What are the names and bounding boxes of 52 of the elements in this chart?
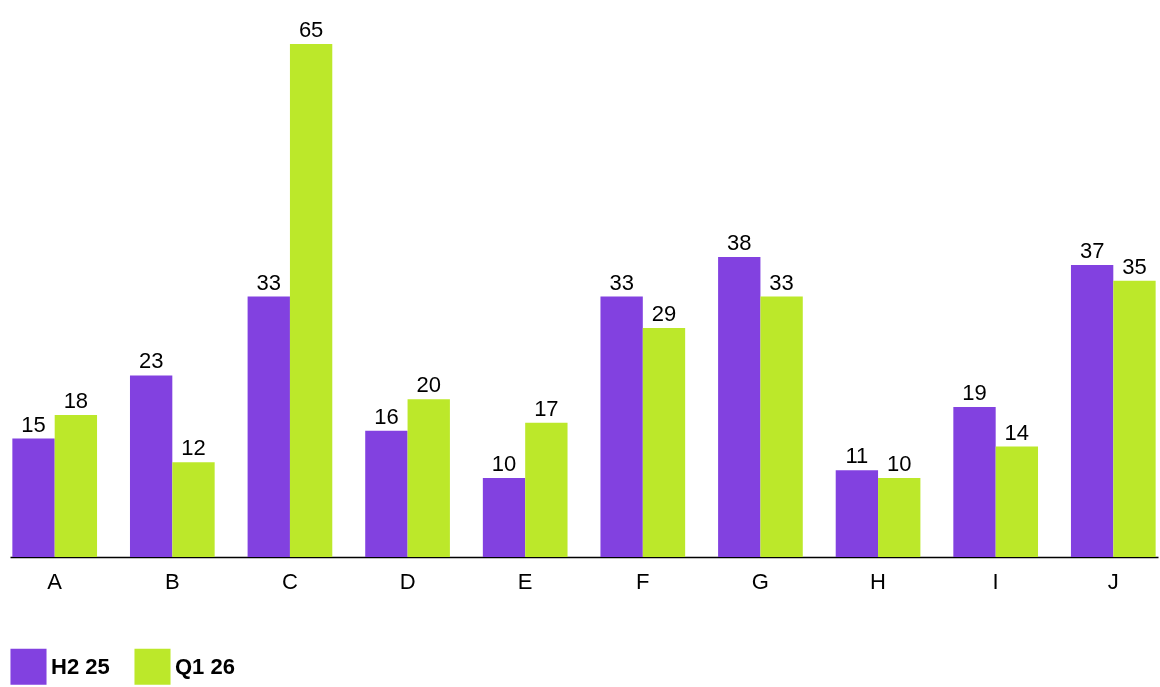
x-tick-label: A — [47, 568, 63, 594]
data-label: 29 — [651, 301, 677, 327]
data-label: 18 — [63, 387, 89, 413]
bar — [12, 438, 55, 557]
data-label: 33 — [769, 269, 794, 295]
x-tick-label: C — [282, 568, 298, 594]
bar — [525, 422, 568, 557]
data-label: 33 — [256, 269, 282, 295]
data-label: 23 — [138, 348, 164, 374]
data-label: 15 — [21, 411, 46, 437]
bar — [953, 407, 996, 557]
data-label: 19 — [962, 380, 987, 406]
bar — [365, 430, 408, 557]
legend-label: Q1 26 — [175, 653, 235, 679]
x-tick-label: G — [751, 568, 769, 594]
bar — [289, 44, 333, 557]
bar — [642, 328, 686, 557]
bar — [600, 296, 643, 557]
x-tick-label: D — [399, 568, 416, 594]
data-label: 33 — [609, 269, 634, 295]
bar — [407, 399, 450, 557]
bar — [1113, 280, 1156, 557]
data-label: 37 — [1079, 237, 1105, 263]
data-label: 20 — [416, 372, 441, 398]
x-tick-label: J — [1107, 568, 1119, 594]
bar — [129, 375, 173, 557]
bar — [172, 462, 215, 557]
data-label: 11 — [845, 443, 869, 469]
bar — [718, 257, 761, 557]
data-label: 65 — [298, 17, 324, 42]
bar — [878, 478, 921, 557]
data-label: 10 — [491, 451, 517, 477]
data-label: 10 — [886, 451, 912, 477]
data-label: 38 — [727, 230, 752, 256]
x-tick-label: H — [870, 568, 886, 594]
data-label: 14 — [1004, 419, 1030, 445]
data-label: 35 — [1122, 253, 1147, 279]
data-label: 16 — [374, 403, 399, 429]
bar — [835, 470, 879, 557]
legend-label: H2 25 — [51, 653, 110, 679]
bar — [54, 414, 98, 557]
x-tick-label: I — [992, 568, 999, 594]
data-label: 12 — [181, 435, 206, 461]
data-label: 17 — [534, 395, 559, 421]
bar — [995, 446, 1039, 557]
x-tick-label: F — [636, 568, 650, 594]
bar — [247, 296, 290, 557]
x-tick-label: E — [517, 568, 533, 594]
bar — [1070, 264, 1114, 557]
bar — [482, 478, 526, 557]
bar — [760, 296, 803, 557]
x-tick-label: B — [164, 568, 180, 594]
